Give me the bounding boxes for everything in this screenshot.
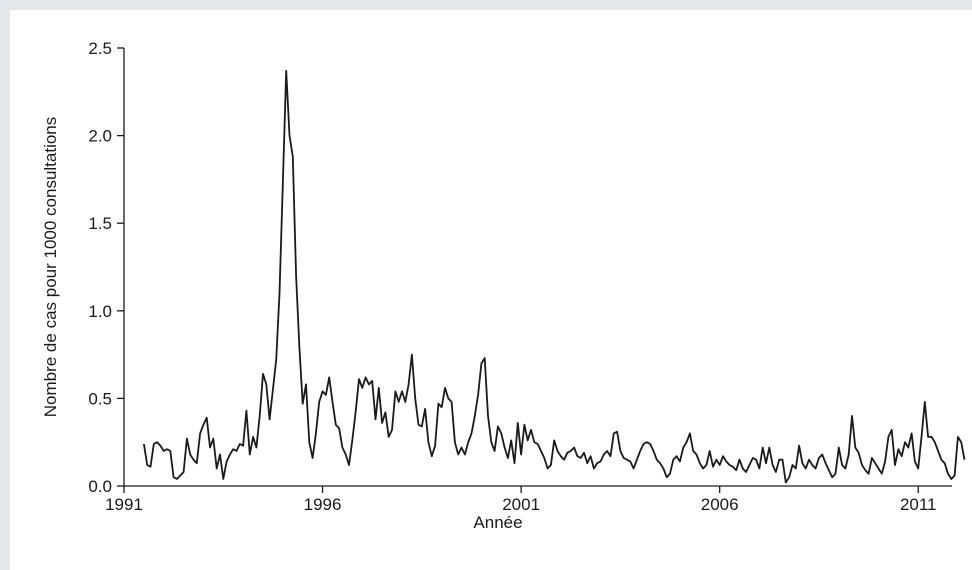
x-tick-label: 2001 — [502, 495, 540, 514]
x-tick-label: 2011 — [900, 495, 937, 514]
y-tick-label: 2.5 — [88, 39, 112, 58]
x-axis-title: Année — [473, 513, 522, 532]
y-tick-label: 0.5 — [88, 389, 112, 408]
ticks: 0.0 0.5 1.0 1.5 2.0 2.5 1991 1996 2001 2006 2011 — [88, 39, 936, 514]
y-tick-label: 2.0 — [88, 127, 112, 146]
x-tick-label: 1996 — [304, 495, 342, 514]
y-tick-label: 1.0 — [88, 302, 112, 321]
series-line — [143, 69, 966, 484]
y-tick-label: 1.5 — [88, 214, 112, 233]
line-chart: 0.0 0.5 1.0 1.5 2.0 2.5 1991 1996 2001 2006 2011 A… — [41, 39, 966, 532]
axes — [123, 48, 952, 487]
y-axis-title: Nombre de cas pour 1000 consultations — [41, 117, 60, 418]
x-tick-label: 1991 — [105, 495, 143, 514]
y-tick-label: 0.0 — [88, 477, 112, 496]
x-tick-label: 2006 — [701, 495, 739, 514]
chart-panel: 0.0 0.5 1.0 1.5 2.0 2.5 1991 1996 2001 2006 2011 A… — [10, 10, 972, 570]
